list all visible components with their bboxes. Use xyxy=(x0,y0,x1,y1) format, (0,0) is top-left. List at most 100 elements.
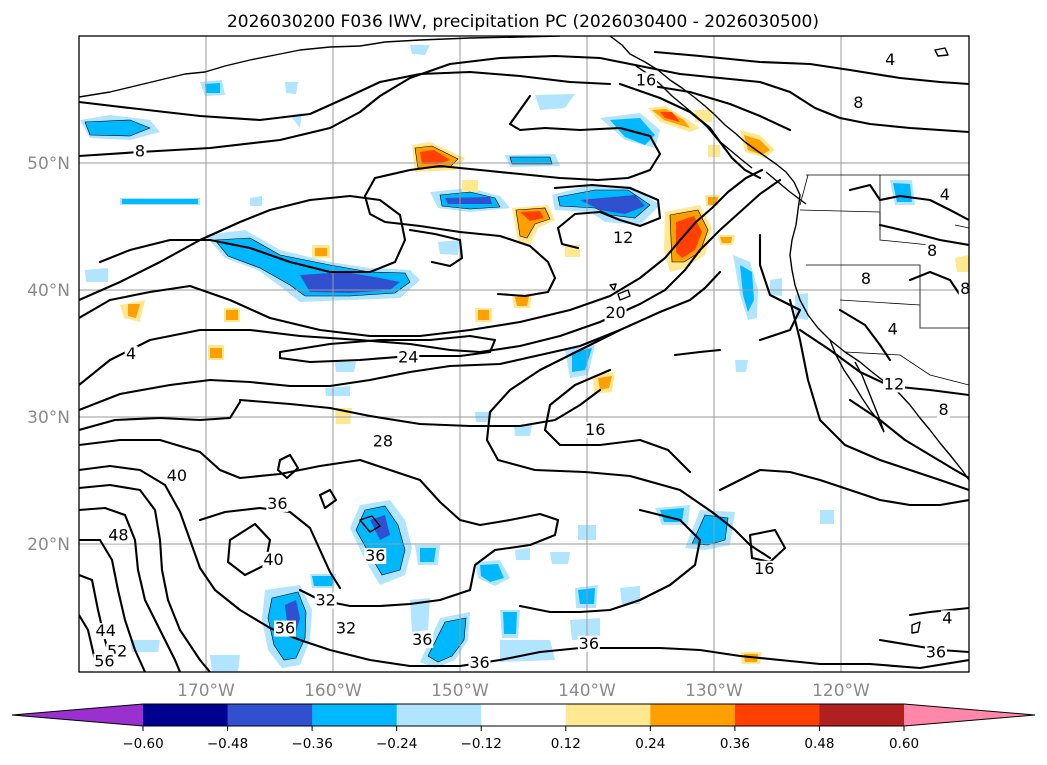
lat-label: 30°N xyxy=(27,408,70,428)
contour-label-bg xyxy=(335,620,357,637)
contour-label-bg xyxy=(133,143,147,160)
contour-label: 56 xyxy=(94,652,114,671)
contour-label-bg xyxy=(411,632,434,649)
contour-label: 4 xyxy=(888,320,898,339)
contour-label-bg xyxy=(924,644,947,661)
contour-label: 8 xyxy=(938,400,948,419)
contour-label: 16 xyxy=(636,70,656,89)
contour-label-bg xyxy=(753,560,776,577)
contour-label-bg xyxy=(397,349,420,366)
colorbar-tick-label: 0.60 xyxy=(889,736,919,752)
contour-label: 4 xyxy=(126,344,136,363)
borders xyxy=(799,174,969,386)
contour-label-bg xyxy=(124,345,138,362)
map-background xyxy=(79,36,969,672)
contour-label-bg xyxy=(266,495,289,512)
contour-label-bg xyxy=(107,527,130,544)
colorbar-segment xyxy=(143,704,229,726)
lat-label: 50°N xyxy=(27,154,70,174)
lon-label: 140°W xyxy=(558,681,616,701)
contour-label-bg xyxy=(604,305,627,322)
lon-label: 120°W xyxy=(812,681,870,701)
contour-label: 40 xyxy=(167,466,187,485)
contour-label: 36 xyxy=(267,494,287,513)
contour-label-bg xyxy=(882,376,905,393)
contour-label-bg xyxy=(851,95,865,112)
contour-label: 16 xyxy=(754,559,774,578)
contour-label: 8 xyxy=(135,142,145,161)
contour-label: 36 xyxy=(365,546,385,565)
gridlines xyxy=(79,36,969,672)
colorbar-segment xyxy=(396,704,482,726)
contour-label: 8 xyxy=(927,241,937,260)
lon-label: 160°W xyxy=(304,681,362,701)
contour-label-bg xyxy=(859,270,873,287)
colorbar-segment xyxy=(312,704,398,726)
contour-label-bg xyxy=(364,548,387,565)
contour-label: 4 xyxy=(942,608,952,627)
contour-label: 32 xyxy=(336,619,356,638)
contour-label: 20 xyxy=(605,303,625,322)
contour-label: 40 xyxy=(263,550,283,569)
contour-label: 36 xyxy=(275,619,295,638)
colorbar-tick-label: 0.48 xyxy=(804,736,834,752)
contour-label-bg xyxy=(468,654,491,671)
contour-label-bg xyxy=(584,422,607,439)
contour-label-bg xyxy=(938,186,952,203)
lon-label: 150°W xyxy=(431,681,489,701)
contour-label-bg xyxy=(958,280,969,297)
lon-label: 130°W xyxy=(685,681,743,701)
contour-label: 36 xyxy=(926,643,946,662)
contour-label: 48 xyxy=(108,526,128,545)
contour-label-bg xyxy=(262,551,285,568)
contour-label-bg xyxy=(635,72,658,89)
chart-title: 2026030200 F036 IWV, precipitation PC (2… xyxy=(227,12,819,32)
map-frame xyxy=(78,35,970,673)
contour-label: 4 xyxy=(885,50,895,69)
contour-label-bg xyxy=(273,620,296,637)
contour-label: 24 xyxy=(398,348,418,367)
contour-label-bg xyxy=(165,467,188,484)
contour-label-bg xyxy=(940,610,954,627)
colorbar-segment xyxy=(819,704,905,726)
contour-label-bg xyxy=(886,321,900,338)
contour-label: 8 xyxy=(861,269,871,288)
lat-label: 40°N xyxy=(27,281,70,301)
colorbar-segment xyxy=(650,704,736,726)
lat-labels: 50°N 40°N 30°N 20°N xyxy=(27,154,70,555)
precip-shading xyxy=(80,45,969,672)
contour-label: 16 xyxy=(585,420,605,439)
colorbar: −0.60 −0.48 −0.36 −0.24 −0.12 0.12 0.24 0.36 0.4… xyxy=(11,703,1036,752)
colorbar-tick-label: −0.60 xyxy=(122,736,163,752)
colorbar-tick-label: 0.36 xyxy=(720,736,750,752)
colorbar-tick-label: −0.12 xyxy=(461,736,502,752)
colorbar-extend-low xyxy=(12,704,143,726)
contour-label-bg xyxy=(94,623,117,640)
contour-label-bg xyxy=(612,230,635,247)
lon-label: 170°W xyxy=(177,681,235,701)
colorbar-segment xyxy=(227,704,313,726)
contour-label: 4 xyxy=(940,185,950,204)
contour-label: 36 xyxy=(469,653,489,672)
colorbar-tick-label: −0.24 xyxy=(376,736,417,752)
contour-label: 8 xyxy=(853,93,863,112)
colorbar-segment xyxy=(734,704,820,726)
contour-label-bg xyxy=(314,592,337,609)
colorbar-extend-high xyxy=(904,704,1035,726)
contour-label: 32 xyxy=(315,591,335,610)
contour-label: 12 xyxy=(613,228,633,247)
contour-label-bg xyxy=(577,635,600,652)
contour-label: 44 xyxy=(96,621,116,640)
precip-outlines xyxy=(84,119,729,663)
contour-label: 36 xyxy=(579,634,599,653)
colorbar-tick-label: 0.24 xyxy=(635,736,665,752)
contour-label-bg xyxy=(925,242,939,259)
contour-label-bg xyxy=(93,653,116,670)
contour-label: 8 xyxy=(960,279,970,298)
contour-label-bg xyxy=(371,433,394,450)
contour-label: 28 xyxy=(373,432,393,451)
colorbar-tick-label: 0.12 xyxy=(551,736,581,752)
